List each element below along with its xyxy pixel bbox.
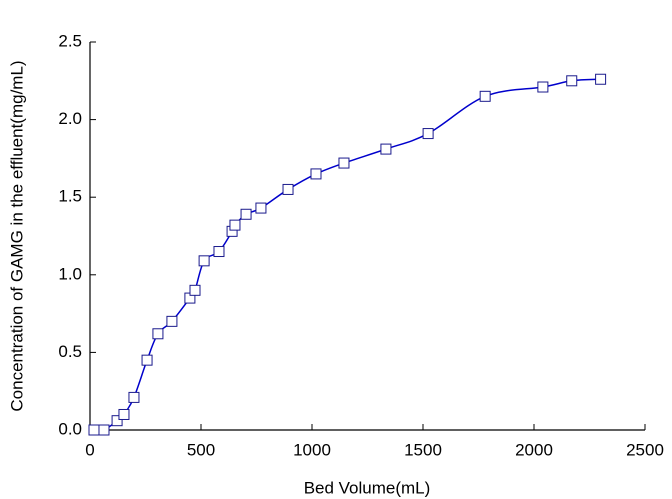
marker: [141, 354, 153, 366]
y-tick-label: 2.0: [58, 109, 82, 128]
marker: [566, 75, 578, 87]
y-axis-label: Concentration of GAMG in the effluent(mg…: [7, 60, 26, 411]
marker: [537, 81, 549, 93]
y-tick-label: 1.0: [58, 264, 82, 283]
x-tick-label: 0: [85, 440, 94, 459]
marker: [338, 157, 350, 169]
x-tick-label: 1500: [404, 440, 442, 459]
marker: [380, 143, 392, 155]
marker: [255, 202, 267, 214]
marker: [310, 168, 322, 180]
x-tick-label: 1000: [293, 440, 331, 459]
marker: [88, 424, 100, 436]
y-tick-label: 0.5: [58, 342, 82, 361]
marker: [98, 424, 110, 436]
marker: [118, 408, 130, 420]
marker: [213, 246, 225, 258]
marker: [595, 73, 607, 85]
marker: [128, 391, 140, 403]
marker: [479, 90, 491, 102]
marker: [166, 315, 178, 327]
marker: [111, 415, 123, 427]
x-tick-label: 500: [187, 440, 215, 459]
marker: [240, 208, 252, 220]
y-tick-label: 1.5: [58, 187, 82, 206]
marker: [229, 219, 241, 231]
x-tick-label: 2500: [626, 440, 664, 459]
y-tick-label: 0.0: [58, 419, 82, 438]
marker: [152, 328, 164, 340]
marker: [189, 284, 201, 296]
y-tick-label: 2.5: [58, 31, 82, 50]
x-tick-label: 2000: [515, 440, 553, 459]
marker: [282, 183, 294, 195]
marker: [422, 128, 434, 140]
marker: [198, 255, 210, 267]
x-axis-label: Bed Volume(mL): [304, 478, 431, 497]
series-line: [93, 78, 601, 432]
